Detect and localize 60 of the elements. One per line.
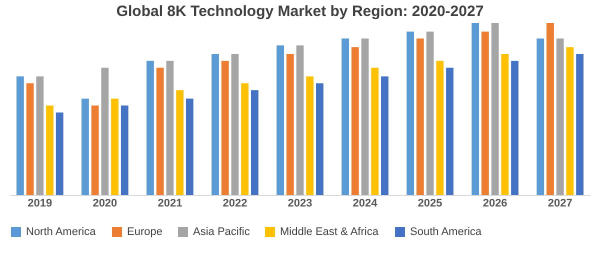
bar bbox=[361, 38, 369, 195]
bar bbox=[566, 47, 574, 195]
x-tick-label: 2024 bbox=[352, 198, 378, 210]
bar bbox=[511, 60, 518, 195]
bar bbox=[166, 60, 174, 195]
bar bbox=[556, 38, 564, 195]
bar bbox=[36, 76, 44, 195]
bar bbox=[296, 45, 304, 195]
bar bbox=[426, 32, 434, 195]
bar bbox=[286, 54, 294, 195]
bar bbox=[472, 23, 480, 195]
bar bbox=[176, 90, 184, 195]
x-tick-label: 2019 bbox=[28, 198, 52, 210]
bar bbox=[46, 106, 54, 195]
bar bbox=[436, 60, 444, 195]
bar bbox=[231, 54, 239, 195]
bar bbox=[546, 23, 554, 195]
x-tick-label: 2021 bbox=[158, 198, 182, 210]
bar bbox=[342, 38, 350, 195]
bar bbox=[82, 98, 89, 195]
bar bbox=[156, 68, 164, 195]
bar bbox=[56, 112, 64, 195]
bar bbox=[306, 76, 314, 195]
x-tick-label: 2026 bbox=[482, 198, 508, 210]
bar bbox=[406, 32, 414, 195]
bar bbox=[101, 68, 109, 195]
bar bbox=[250, 90, 258, 195]
bar bbox=[371, 68, 379, 195]
bar bbox=[536, 38, 544, 195]
legend-label: Middle East & Africa bbox=[280, 226, 380, 238]
bar bbox=[212, 54, 219, 195]
x-tick-label: 2022 bbox=[222, 198, 248, 210]
bar bbox=[276, 45, 284, 195]
bar bbox=[316, 83, 324, 195]
bar bbox=[446, 68, 454, 195]
chart-title: Global 8K Technology Market by Region: 2020-2027 bbox=[116, 3, 484, 20]
x-tick-label: 2020 bbox=[92, 198, 118, 210]
bar bbox=[381, 76, 388, 195]
legend-label: Asia Pacific bbox=[193, 226, 250, 238]
bar bbox=[241, 83, 249, 195]
bar bbox=[26, 83, 34, 195]
x-tick-label: 2023 bbox=[288, 198, 312, 210]
bar bbox=[351, 47, 359, 195]
x-tick-label: 2025 bbox=[418, 198, 442, 210]
bar bbox=[491, 23, 499, 195]
bar bbox=[186, 98, 194, 195]
bar bbox=[576, 54, 584, 195]
bar bbox=[91, 106, 99, 195]
bar bbox=[146, 60, 154, 195]
bar bbox=[221, 60, 229, 195]
bar bbox=[16, 76, 24, 195]
bar bbox=[120, 106, 128, 195]
bar bbox=[482, 32, 489, 195]
legend-label: North America bbox=[26, 226, 97, 238]
bar bbox=[111, 98, 118, 195]
x-tick-label: 2027 bbox=[548, 198, 572, 210]
legend-label: South America bbox=[410, 226, 482, 238]
legend-label: Europe bbox=[127, 226, 162, 238]
bar bbox=[501, 54, 509, 195]
bar bbox=[416, 38, 424, 195]
